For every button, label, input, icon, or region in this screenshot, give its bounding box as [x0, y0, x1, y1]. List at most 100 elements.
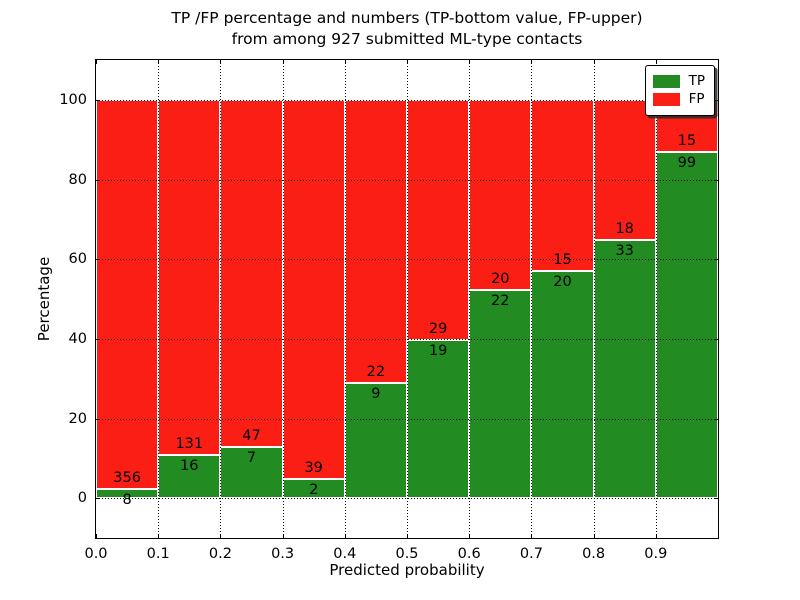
legend-entry-tp: TP — [652, 74, 705, 89]
tp-count-label: 8 — [122, 492, 132, 509]
y-tick-mark — [96, 339, 100, 340]
fp-bar-segment — [158, 99, 221, 455]
legend-entry-fp: FP — [652, 91, 705, 107]
x-tick-label: 0.2 — [208, 546, 232, 562]
chart-title-line1: TP /FP percentage and numbers (TP-bottom… — [171, 9, 643, 27]
vertical-gridline — [158, 60, 159, 538]
vertical-gridline — [531, 60, 532, 538]
vertical-gridline — [220, 60, 221, 538]
x-tick-mark — [158, 534, 159, 538]
y-tick-mark — [96, 100, 100, 101]
y-tick-mark — [714, 339, 718, 340]
tp-count-label: 16 — [180, 457, 199, 474]
horizontal-gridline — [96, 498, 718, 499]
x-tick-label: 0.4 — [333, 546, 357, 562]
vertical-gridline — [345, 60, 346, 538]
tp-count-label: 20 — [553, 273, 572, 290]
x-tick-mark — [594, 60, 595, 64]
x-tick-mark — [96, 534, 97, 538]
fp-count-label: 22 — [366, 363, 386, 380]
horizontal-gridline — [96, 100, 718, 101]
horizontal-gridline — [96, 419, 718, 420]
x-tick-mark — [531, 534, 532, 538]
bars-layer — [96, 60, 718, 538]
fp-count-label: 20 — [491, 270, 510, 287]
bar-annotations-layer: 356 8 131 16 47 7 39 2 22 9 29 19 20 22 15 20 18 33 15 99 — [96, 60, 718, 538]
fp-bar-segment — [531, 99, 594, 271]
x-tick-mark — [531, 60, 532, 64]
y-tick-label: 20 — [68, 410, 87, 427]
y-tick-mark — [96, 419, 100, 420]
fp-count-label: 356 — [113, 470, 141, 487]
tp-count-label: 7 — [246, 449, 257, 466]
y-tick-mark — [96, 498, 100, 499]
fp-bar-segment — [344, 99, 407, 383]
fp-count-label: 131 — [175, 435, 204, 452]
x-tick-mark — [407, 534, 408, 538]
x-tick-label: 0.5 — [395, 546, 419, 562]
x-tick-mark — [594, 534, 595, 538]
y-tick-mark — [714, 259, 718, 260]
tp-bar-segment — [655, 152, 718, 499]
tp-count-label: 2 — [309, 481, 319, 498]
x-tick-mark — [656, 60, 657, 64]
fp-count-label: 15 — [677, 133, 697, 150]
y-tick-label: 80 — [68, 171, 87, 188]
x-tick-mark — [220, 60, 221, 64]
x-tick-label: 0.8 — [582, 546, 606, 562]
y-tick-label: 60 — [68, 251, 87, 268]
tp-count-label: 9 — [371, 385, 381, 402]
y-tick-label: 40 — [68, 330, 87, 347]
tp-count-label: 99 — [677, 155, 697, 172]
fp-legend-label: FP — [688, 91, 705, 107]
tp-bar-segment — [531, 270, 594, 499]
fp-count-label: 39 — [304, 459, 323, 476]
x-tick-mark — [469, 60, 470, 64]
x-tick-label: 0.3 — [271, 546, 295, 562]
y-tick-mark — [96, 259, 100, 260]
legend: TP FP — [644, 65, 715, 116]
horizontal-gridline — [96, 259, 718, 260]
y-axis-label: Percentage — [35, 256, 53, 342]
chart-title: TP /FP percentage and numbers (TP-bottom… — [171, 8, 642, 50]
x-tick-label: 0.1 — [146, 546, 170, 562]
fp-count-label: 18 — [615, 221, 634, 238]
grid-layer — [96, 60, 718, 538]
vertical-gridline — [656, 60, 657, 538]
tp-count-label: 33 — [615, 243, 634, 260]
tp-bar-segment — [220, 446, 283, 499]
x-tick-mark — [345, 534, 346, 538]
tp-bar-segment — [593, 240, 656, 499]
x-tick-mark — [469, 534, 470, 538]
y-tick-mark — [714, 180, 718, 181]
horizontal-gridline — [96, 339, 718, 340]
fp-count-label: 47 — [242, 427, 261, 444]
y-tick-mark — [96, 180, 100, 181]
x-tick-label: 0.0 — [84, 546, 108, 562]
x-tick-mark — [345, 60, 346, 64]
x-tick-mark — [283, 60, 284, 64]
y-tick-mark — [714, 419, 718, 420]
x-tick-mark — [283, 534, 284, 538]
y-tick-mark — [714, 100, 718, 101]
fp-count-label: 29 — [428, 321, 448, 338]
fp-bar-segment — [96, 99, 159, 490]
tp-bar-segment — [96, 489, 159, 499]
chart-title-line2: from among 927 submitted ML-type contact… — [231, 30, 583, 48]
vertical-gridline — [407, 60, 408, 538]
x-tick-label: 0.6 — [457, 546, 481, 562]
x-tick-label: 0.9 — [644, 546, 668, 562]
fp-legend-swatch — [652, 93, 680, 106]
y-tick-label: 0 — [77, 490, 87, 507]
vertical-gridline — [469, 60, 470, 538]
tp-legend-swatch — [652, 75, 680, 88]
x-tick-mark — [96, 60, 97, 64]
x-tick-mark — [158, 60, 159, 64]
plot-area: 356 8 131 16 47 7 39 2 22 9 29 19 20 22 15 20 18 33 15 99 T… — [95, 59, 719, 539]
horizontal-gridline — [96, 180, 718, 181]
tp-count-label: 19 — [428, 343, 448, 360]
vertical-gridline — [283, 60, 284, 538]
tp-count-label: 22 — [491, 292, 510, 309]
y-tick-mark — [714, 498, 718, 499]
